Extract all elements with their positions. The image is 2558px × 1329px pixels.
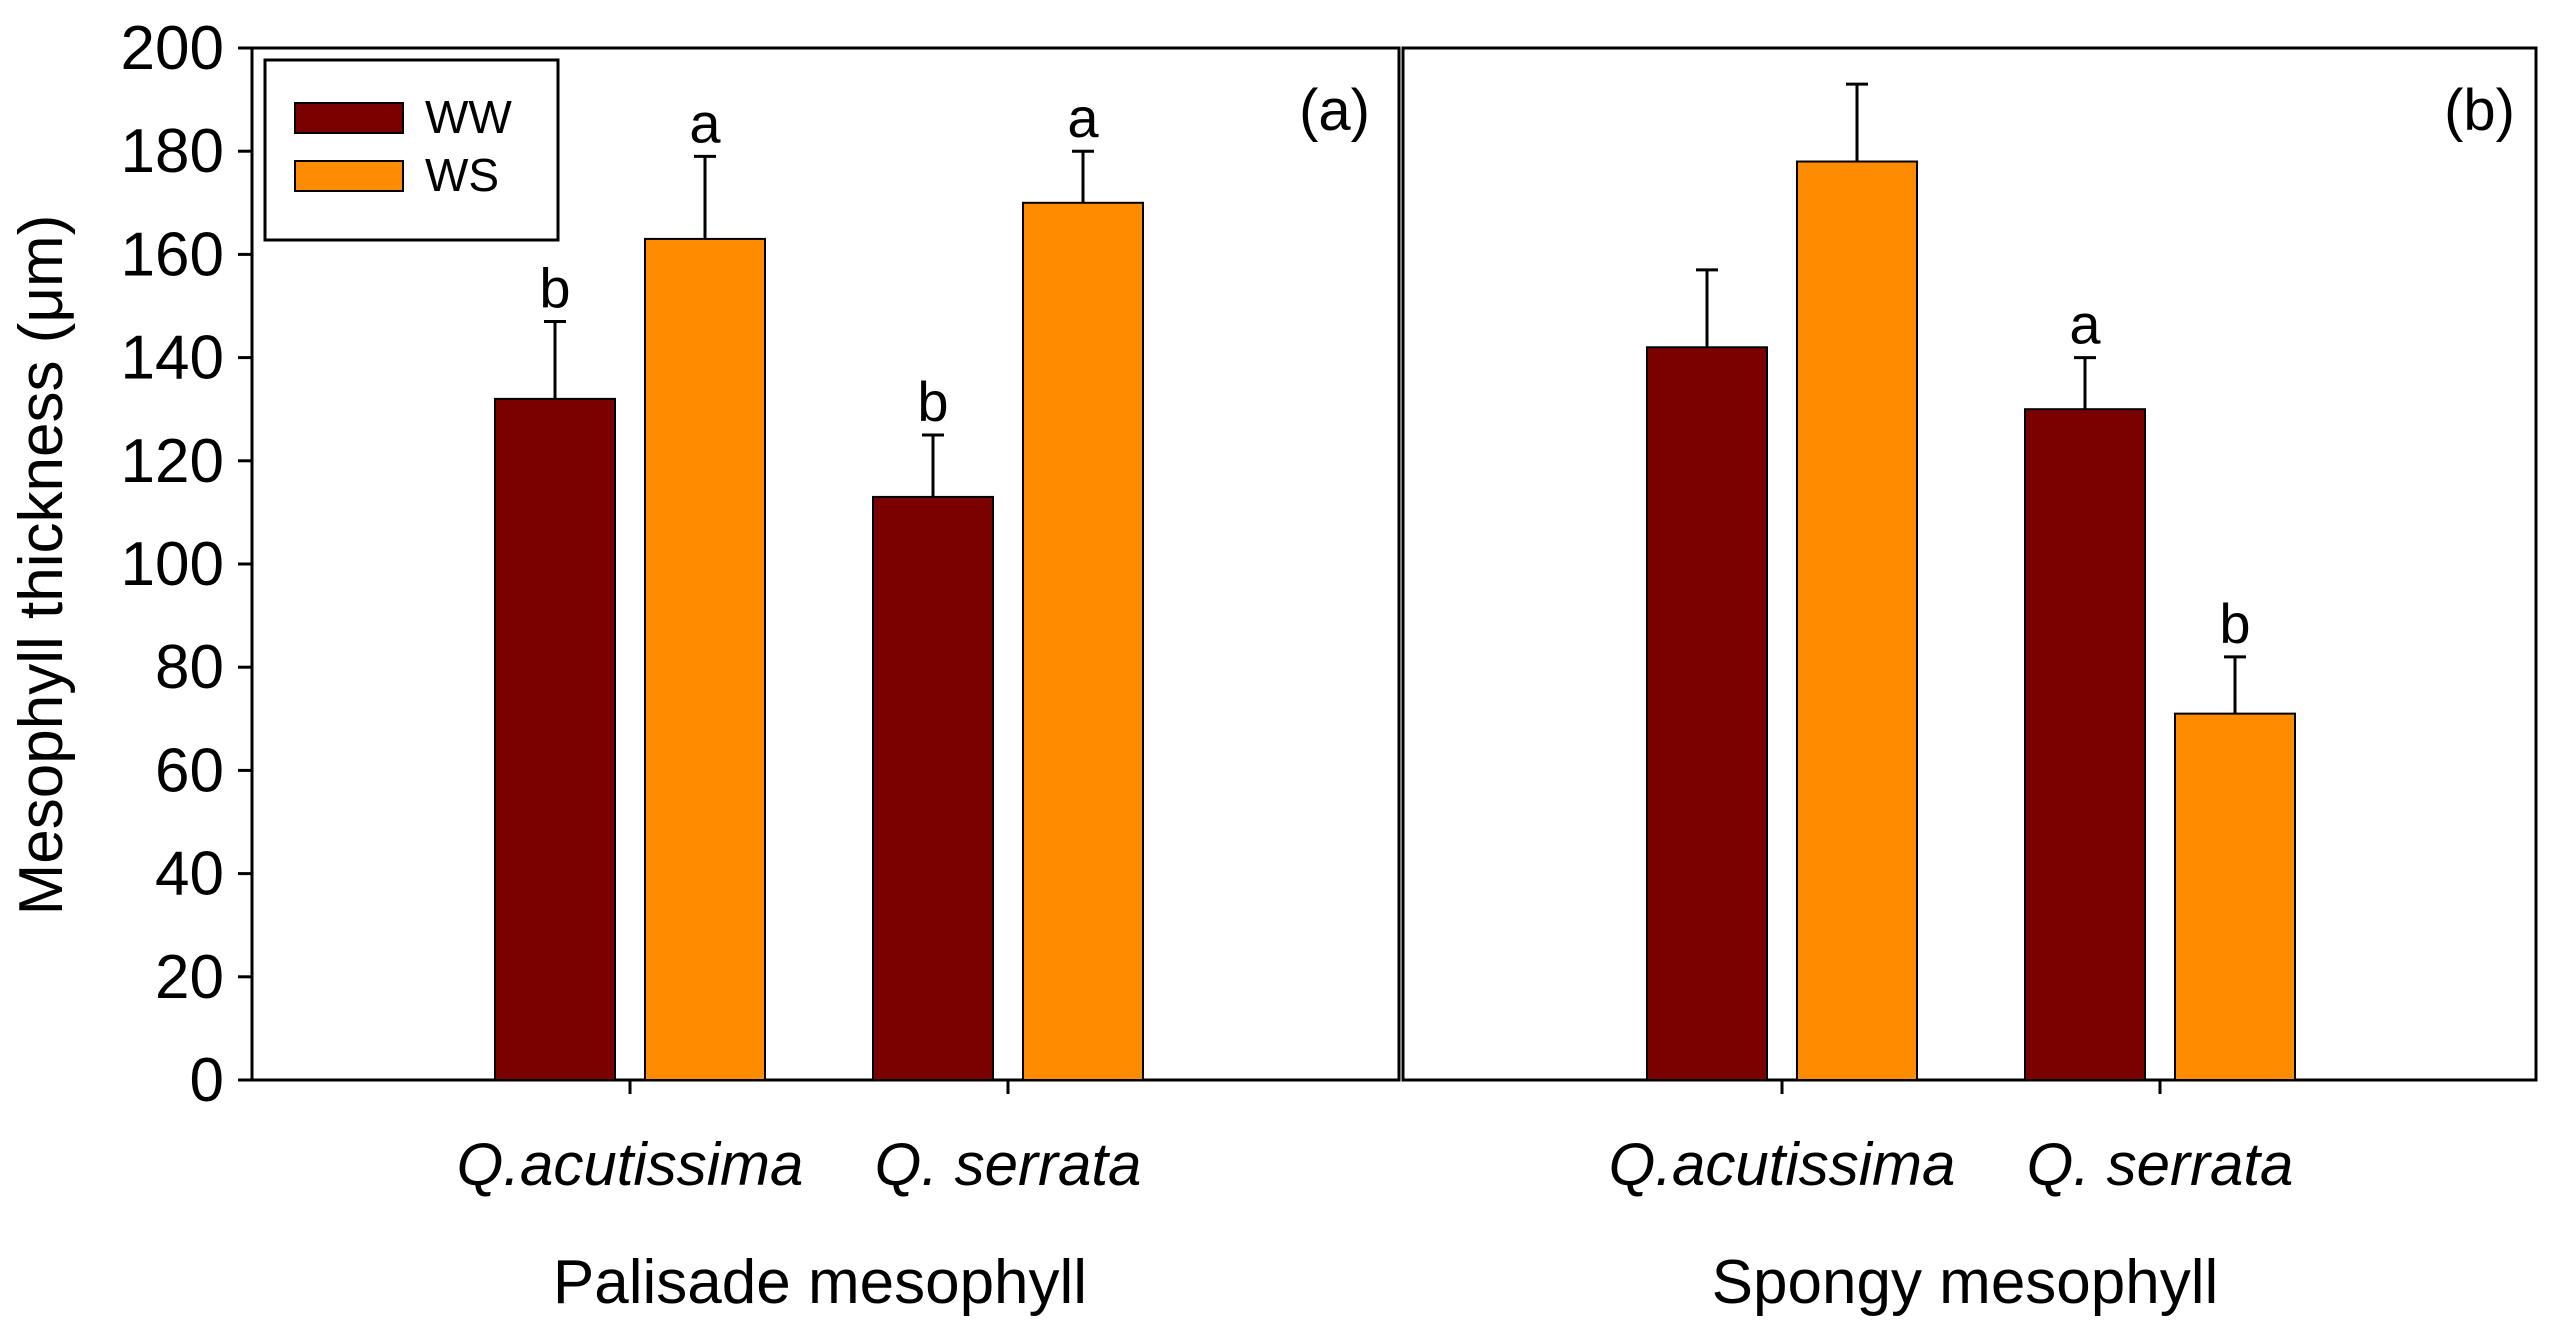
x-category-label: Q.acutissima xyxy=(1609,1131,1956,1198)
y-tick-label: 80 xyxy=(155,633,224,702)
legend-label-ws: WS xyxy=(425,149,499,201)
y-tick-label: 200 xyxy=(121,14,224,83)
significance-letter: a xyxy=(1067,86,1099,149)
y-tick-label: 120 xyxy=(121,427,224,496)
y-tick-label: 100 xyxy=(121,530,224,599)
panel-a-xlabel: Palisade mesophyll xyxy=(553,1248,1087,1317)
x-category-label: Q.acutissima xyxy=(457,1131,804,1198)
y-tick-label: 40 xyxy=(155,840,224,909)
bar-ws xyxy=(2174,712,2296,1081)
significance-letter: b xyxy=(2219,592,2250,655)
y-tick-label: 20 xyxy=(155,943,224,1012)
bar-ws xyxy=(1796,160,1918,1081)
bar-ww xyxy=(2024,408,2146,1081)
y-axis-label: Mesophyll thickness (μm) xyxy=(7,215,76,916)
bar-ws xyxy=(644,237,766,1082)
y-tick-label: 140 xyxy=(121,324,224,393)
significance-letter: a xyxy=(689,91,721,154)
bar-ws xyxy=(1022,201,1144,1082)
bar-ww xyxy=(1646,346,1768,1081)
panel-a-y-ticks: 0 20 40 60 80 100 120 140 160 180 200 xyxy=(121,14,252,1115)
panel-b-bars: Q.acutissima Q. serrata a b xyxy=(1609,82,2296,1198)
y-tick-label: 0 xyxy=(190,1046,224,1115)
legend-swatch-ws xyxy=(294,160,404,192)
bar-ww xyxy=(494,397,616,1081)
panel-b-frame xyxy=(1401,46,2538,1082)
significance-letter: b xyxy=(917,370,948,433)
significance-letter: a xyxy=(2069,293,2101,356)
panel-b: (b) Spongy mesophyll Q.acutissima Q. serr… xyxy=(1401,46,2538,1317)
panel-a-tag: (a) xyxy=(1299,78,1370,143)
panel-a-bars: Q.acutissima Q. serrata b b a a xyxy=(457,86,1144,1198)
legend: WW WS xyxy=(263,58,560,242)
x-category-label: Q. serrata xyxy=(2027,1131,2294,1198)
bar-ww xyxy=(872,495,994,1082)
legend-label-ww: WW xyxy=(425,91,512,143)
panel-b-tag: (b) xyxy=(2444,78,2515,143)
panel-a: (a) Palisade mesophyll 0 20 40 60 80 100 120 14… xyxy=(121,14,1401,1317)
y-tick-label: 60 xyxy=(155,736,224,805)
panel-b-xlabel: Spongy mesophyll xyxy=(1712,1248,2219,1317)
y-tick-label: 160 xyxy=(121,220,224,289)
legend-frame xyxy=(263,58,560,242)
significance-letter: b xyxy=(539,256,570,319)
y-tick-label: 180 xyxy=(121,117,224,186)
legend-swatch-ww xyxy=(294,102,404,134)
x-category-label: Q. serrata xyxy=(875,1131,1142,1198)
